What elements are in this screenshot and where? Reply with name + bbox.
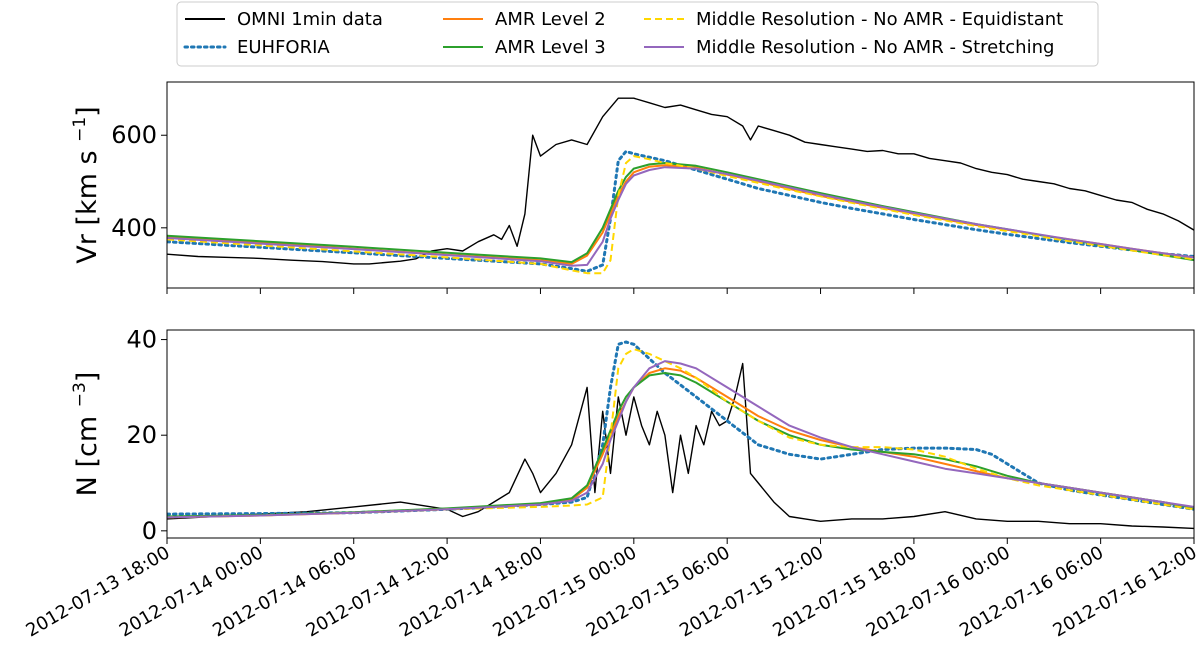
y-tick-label: 0 — [142, 517, 157, 545]
series-middle-resolution-no-amr-equidistant — [167, 155, 1194, 275]
legend-item-middle-resolution-no-amr-equidistant: Middle Resolution - No AMR - Equidistant — [644, 9, 1063, 30]
plot-frame — [166, 329, 1195, 539]
series-amr-level-2 — [167, 367, 1194, 519]
legend: OMNI 1min data EUHFORIA AMR Level 2 AMR Lev… — [176, 1, 1099, 67]
series-omni-1min-data — [167, 97, 1194, 265]
legend-item-omni-1min-data: OMNI 1min data — [185, 9, 383, 30]
legend-label: AMR Level 3 — [495, 37, 606, 58]
series-middle-resolution-no-amr-equidistant — [167, 348, 1194, 519]
legend-label: Middle Resolution - No AMR - Equidistant — [696, 9, 1063, 30]
y-tick-label: 400 — [111, 214, 157, 242]
series-euhforia — [167, 340, 1194, 516]
legend-label: OMNI 1min data — [237, 9, 383, 30]
legend-item-middle-resolution-no-amr-stretching: Middle Resolution - No AMR - Stretching — [644, 37, 1054, 58]
series-amr-level-3 — [167, 372, 1194, 518]
series-middle-resolution-no-amr-stretching — [167, 166, 1194, 267]
y-axis-label: N [cm −3] — [70, 372, 103, 497]
legend-item-amr-level-3: AMR Level 3 — [443, 37, 606, 58]
velocity-panel: 400 600 Vr [km s −1] — [70, 81, 1195, 294]
y-tick-label: 600 — [111, 121, 157, 149]
series-omni-1min-data — [167, 362, 1194, 530]
legend-label: Middle Resolution - No AMR - Stretching — [696, 37, 1054, 58]
plot-frame — [166, 81, 1195, 289]
plot-area — [167, 340, 1194, 530]
series-middle-resolution-no-amr-stretching — [167, 360, 1194, 519]
legend-box — [176, 1, 1099, 67]
legend-label: EUHFORIA — [237, 37, 330, 58]
legend-item-euhforia: EUHFORIA — [183, 37, 330, 58]
series-euhforia — [167, 149, 1194, 273]
plot-area — [167, 97, 1194, 275]
legend-item-amr-level-2: AMR Level 2 — [443, 9, 606, 30]
y-tick-label: 20 — [126, 421, 157, 449]
y-axis-label: Vr [km s −1] — [70, 106, 103, 263]
legend-label: AMR Level 2 — [495, 9, 606, 30]
density-panel: 0 20 40 N [cm −3] — [70, 326, 1195, 545]
y-tick-label: 40 — [126, 326, 157, 354]
